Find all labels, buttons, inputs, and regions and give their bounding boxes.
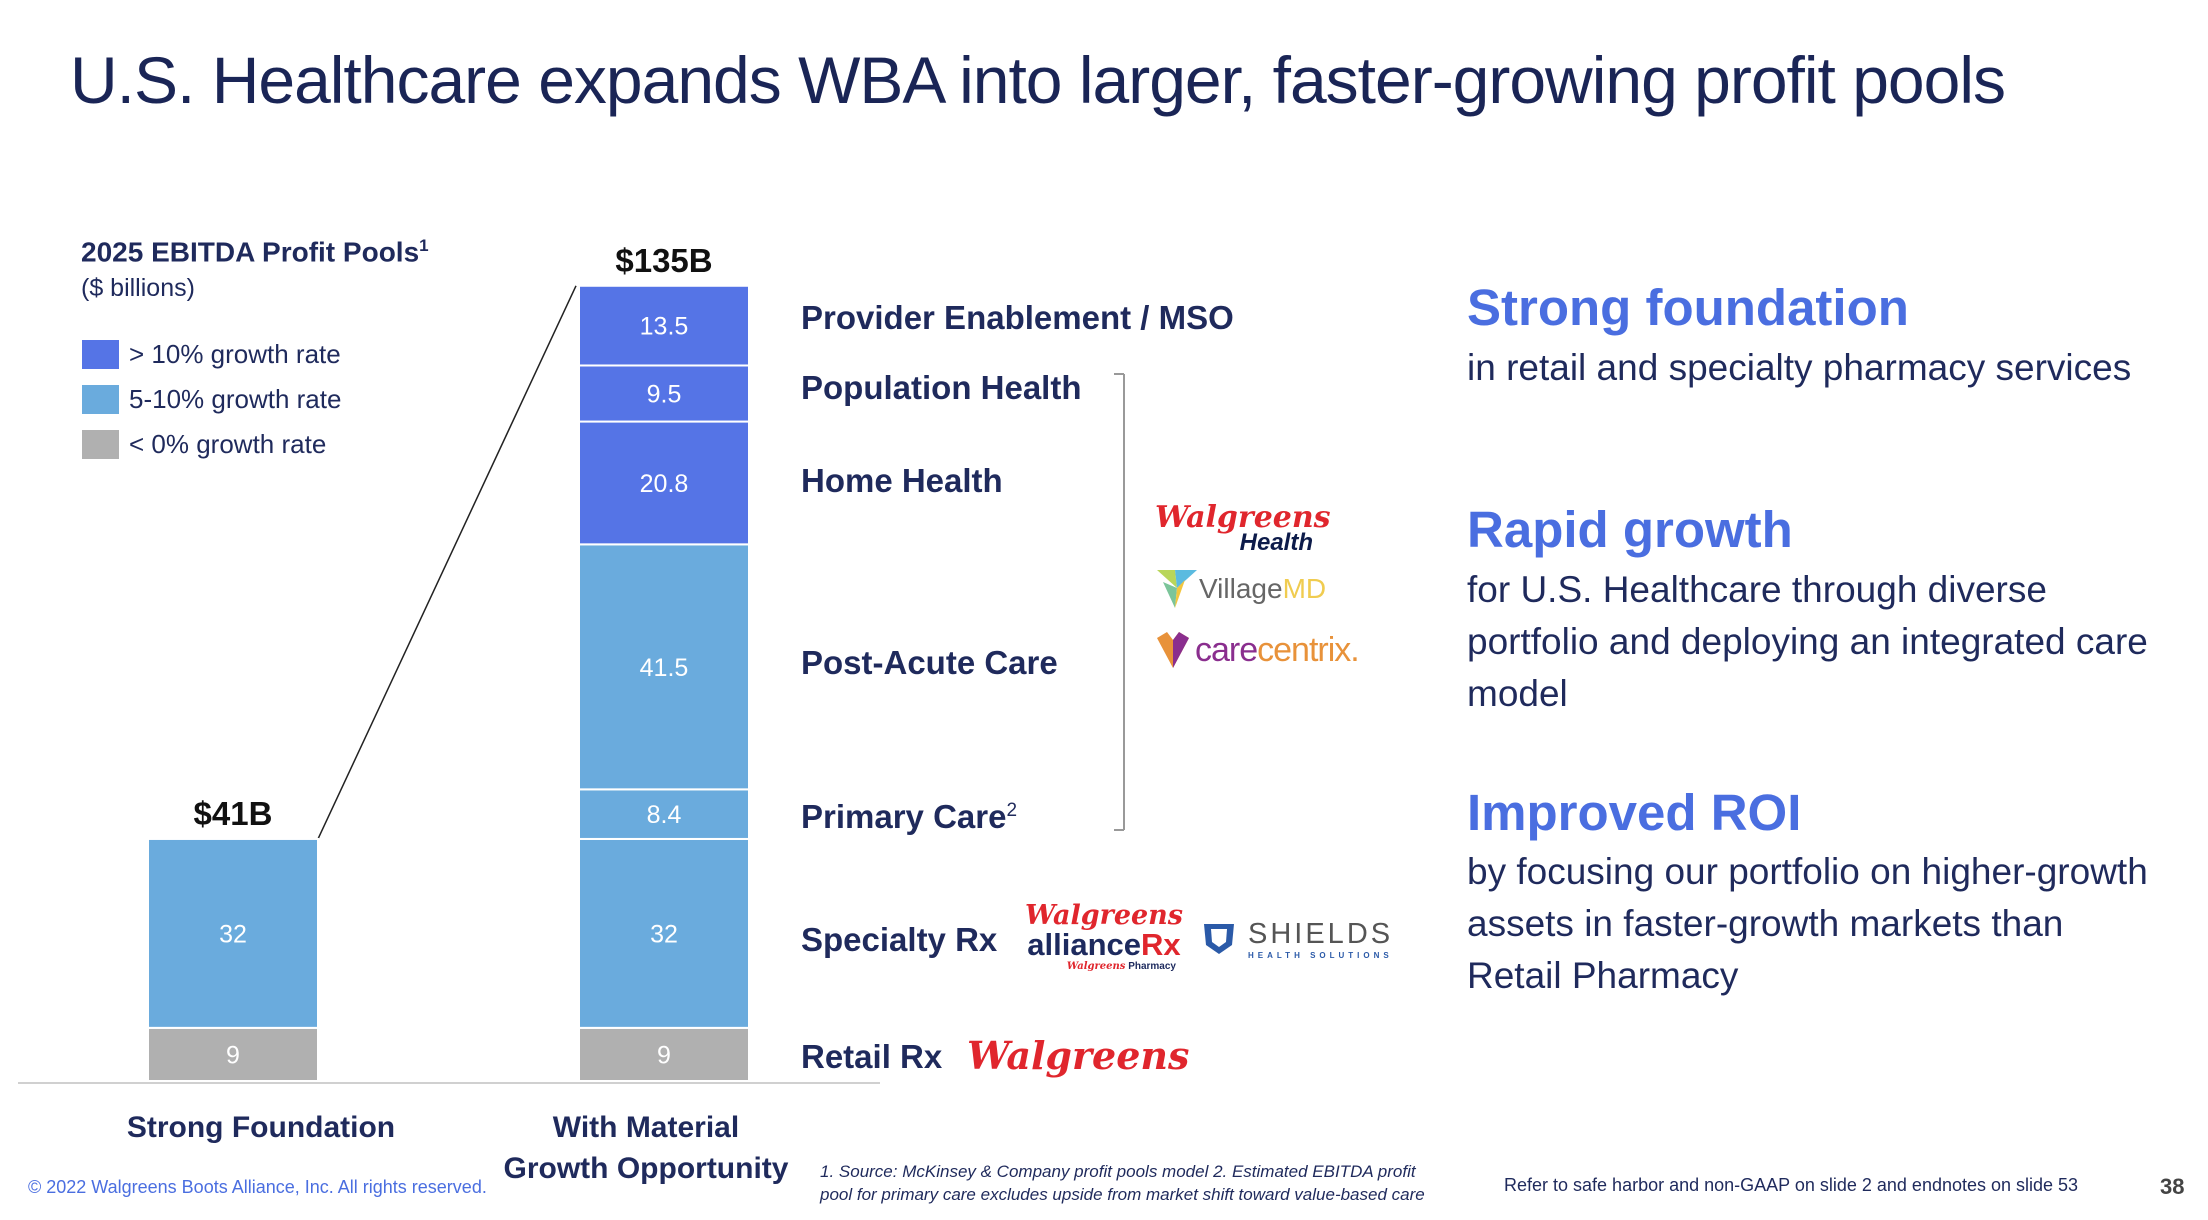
bar-segment-post-acute-care	[578, 543, 750, 791]
footnote: 1. Source: McKinsey & Company profit poo…	[820, 1162, 1425, 1204]
bar-segment-provider-enablement-mso	[578, 284, 750, 367]
legend-label: > 10% growth rate	[129, 339, 341, 369]
connector-line	[317, 285, 577, 840]
legend-swatch	[82, 340, 119, 369]
x-label-line: Growth Opportunity	[503, 1152, 789, 1185]
carecentrix-heart-icon	[1157, 632, 1189, 668]
category-primary-care: Primary Care2	[801, 798, 1017, 836]
walgreens-alliancerx-logo: Walgreens allianceRx Walgreens Pharmacy	[1024, 900, 1184, 972]
data-label: 13.5	[640, 313, 689, 341]
legend-swatch	[82, 430, 119, 459]
category-home-health: Home Health	[801, 462, 1003, 499]
legend-swatch	[82, 385, 119, 414]
data-label: 9.5	[647, 381, 682, 409]
data-label: 20.8	[640, 470, 689, 498]
legend-item-mid: 5-10% growth rate	[82, 384, 341, 415]
walgreens-health-logo: Walgreens Health	[1155, 500, 1335, 557]
logo-sub: Pharmacy	[1128, 961, 1176, 972]
chart-unit: ($ billions)	[81, 274, 195, 302]
logo-text: SHIELDS	[1248, 918, 1394, 950]
logo-text: care	[1195, 630, 1258, 669]
logo-sub-script: Walgreens	[1066, 961, 1126, 972]
page-number: 38	[2160, 1174, 2185, 1199]
heading-rapid-growth: Rapid growth	[1467, 501, 1793, 558]
footnote-marker: 1	[419, 236, 429, 255]
chart-title-text: 2025 EBITDA Profit Pools	[81, 236, 420, 268]
villagemd-logo: Village MD	[1155, 568, 1326, 610]
copyright: © 2022 Walgreens Boots Alliance, Inc. Al…	[28, 1177, 487, 1197]
logo-text-md: MD	[1282, 573, 1327, 604]
walgreens-logo: Walgreens	[967, 1033, 1190, 1078]
legend-item-neg: < 0% growth rate	[82, 429, 326, 460]
logo-text: Village	[1199, 573, 1283, 604]
logo-sub: Health	[1239, 529, 1313, 556]
heading-improved-roi: Improved ROI	[1467, 784, 1802, 841]
bar-segment-primary-care	[578, 788, 750, 840]
bar-segment-specialty-rx	[578, 837, 750, 1029]
legend-label: 5-10% growth rate	[129, 384, 342, 414]
bar-segment-retail-rx	[147, 1026, 319, 1083]
body-strong-foundation: in retail and specialty pharmacy service…	[1467, 347, 2132, 388]
data-label: 32	[650, 920, 678, 948]
category-specialty-rx: Specialty Rx	[801, 921, 998, 958]
bar-total-label: $135B	[615, 242, 712, 279]
data-label: 8.4	[647, 801, 682, 829]
footnote-marker: 2	[1006, 800, 1018, 821]
category-population-health: Population Health	[801, 369, 1082, 406]
bar-total-label: $41B	[194, 795, 273, 832]
logo-text: alliance	[1027, 927, 1142, 962]
heading-strong-foundation: Strong foundation	[1467, 279, 1909, 336]
bar-segment-retail-rx	[578, 1026, 750, 1083]
category-primary-care-text: Primary Care	[801, 798, 1007, 835]
shield-icon	[1204, 924, 1234, 954]
data-label: 9	[226, 1041, 240, 1069]
bar-segment-population-health	[578, 364, 750, 423]
logo-text-rx: Rx	[1141, 927, 1181, 962]
x-label-line: With Material	[552, 1111, 740, 1144]
bar-segment-specialty-rx	[147, 837, 319, 1029]
data-label: 32	[219, 920, 247, 948]
category-retail-rx: Retail Rx	[801, 1038, 943, 1075]
legend-item-high: > 10% growth rate	[82, 339, 341, 370]
legend-label: < 0% growth rate	[129, 429, 327, 459]
body-improved-roi: by focusing our portfolio on higher-grow…	[1467, 851, 2148, 996]
category-provider-enablement: Provider Enablement / MSO	[801, 299, 1234, 336]
shields-logo: SHIELDS HEALTH SOLUTIONS	[1202, 918, 1393, 960]
carecentrix-logo: care centrix.	[1155, 630, 1360, 670]
body-rapid-growth: for U.S. Healthcare through diverse port…	[1467, 569, 2148, 714]
logo-script: Walgreens	[1024, 900, 1184, 931]
x-label-growth-opportunity: With Material Growth Opportunity	[504, 1107, 789, 1189]
data-label: 9	[657, 1041, 671, 1069]
data-label: 41.5	[640, 654, 689, 682]
category-post-acute-care: Post-Acute Care	[801, 644, 1058, 681]
chart-title: 2025 EBITDA Profit Pools1	[81, 236, 429, 268]
disclaimer: Refer to safe harbor and non-GAAP on sli…	[1504, 1175, 2079, 1195]
logo-sub: HEALTH SOLUTIONS	[1248, 951, 1393, 960]
page-title: U.S. Healthcare expands WBA into larger,…	[70, 43, 2006, 117]
bar-segment-home-health	[578, 420, 750, 546]
villagemd-mark-icon	[1157, 570, 1197, 608]
x-label-strong-foundation: Strong Foundation	[126, 1111, 396, 1144]
logo-text-centrix: centrix.	[1257, 630, 1360, 669]
logo-script: Walgreens	[1155, 500, 1331, 535]
